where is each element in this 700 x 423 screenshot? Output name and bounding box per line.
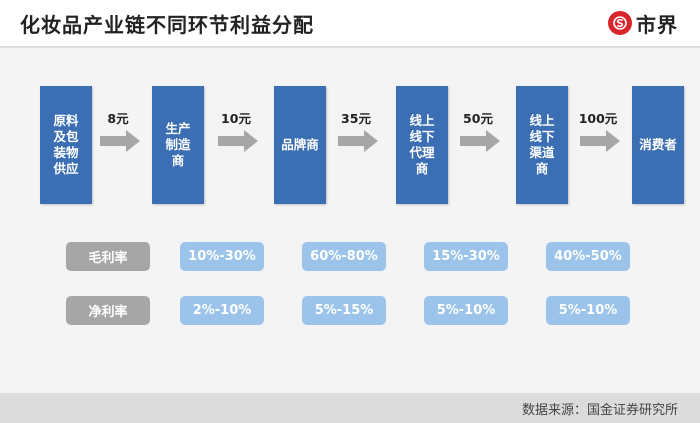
arrow-right-icon xyxy=(460,130,500,152)
arrow-right-icon xyxy=(338,130,378,152)
node-label: 线上线下渠道商 xyxy=(529,113,555,176)
node-label: 线上线下代理商 xyxy=(409,113,435,176)
gross-margin-manufacturer: 10%-30% xyxy=(180,242,264,271)
price-label: 50元 xyxy=(463,111,493,126)
logo-icon xyxy=(608,11,632,35)
chain-diagram: 原料及包装物供应 生产制造商 品牌商 线上线下代理商 线上线下渠道商 消费者 8… xyxy=(0,48,700,393)
net-margin-agent: 5%-10% xyxy=(424,296,508,325)
gross-margin-brand: 60%-80% xyxy=(302,242,386,271)
chain-node-consumer: 消费者 xyxy=(632,86,684,204)
gross-margin-label: 毛利率 xyxy=(66,242,150,271)
arrow-right-icon xyxy=(218,130,258,152)
gross-margin-channel: 40%-50% xyxy=(546,242,630,271)
price-label: 8元 xyxy=(107,111,129,126)
node-label: 生产制造商 xyxy=(165,121,191,168)
node-label: 原料及包装物供应 xyxy=(53,113,79,176)
net-margin-brand: 5%-15% xyxy=(302,296,386,325)
chain-node-supplier: 原料及包装物供应 xyxy=(40,86,92,204)
price-label: 100元 xyxy=(578,111,618,126)
node-label: 品牌商 xyxy=(281,137,319,152)
node-label: 消费者 xyxy=(639,137,677,152)
chain-node-channel: 线上线下渠道商 xyxy=(516,86,568,204)
page-title: 化妆品产业链不同环节利益分配 xyxy=(20,13,314,37)
footer-bar: 数据来源：国金证券研究所 xyxy=(0,393,700,423)
source-note: 数据来源：国金证券研究所 xyxy=(521,403,678,418)
net-margin-channel: 5%-10% xyxy=(546,296,630,325)
arrow-right-icon xyxy=(100,130,140,152)
arrow-right-icon xyxy=(580,130,620,152)
brand-logo: 市界 xyxy=(608,9,678,37)
logo-text: 市界 xyxy=(636,12,678,37)
net-margin-manufacturer: 2%-10% xyxy=(180,296,264,325)
chain-node-brand: 品牌商 xyxy=(274,86,326,204)
price-label: 35元 xyxy=(341,111,371,126)
chain-node-manufacturer: 生产制造商 xyxy=(152,86,204,204)
header-bar: 化妆品产业链不同环节利益分配 市界 xyxy=(0,0,700,48)
chain-node-agent: 线上线下代理商 xyxy=(396,86,448,204)
gross-margin-agent: 15%-30% xyxy=(424,242,508,271)
net-margin-label: 净利率 xyxy=(66,296,150,325)
price-label: 10元 xyxy=(221,111,251,126)
